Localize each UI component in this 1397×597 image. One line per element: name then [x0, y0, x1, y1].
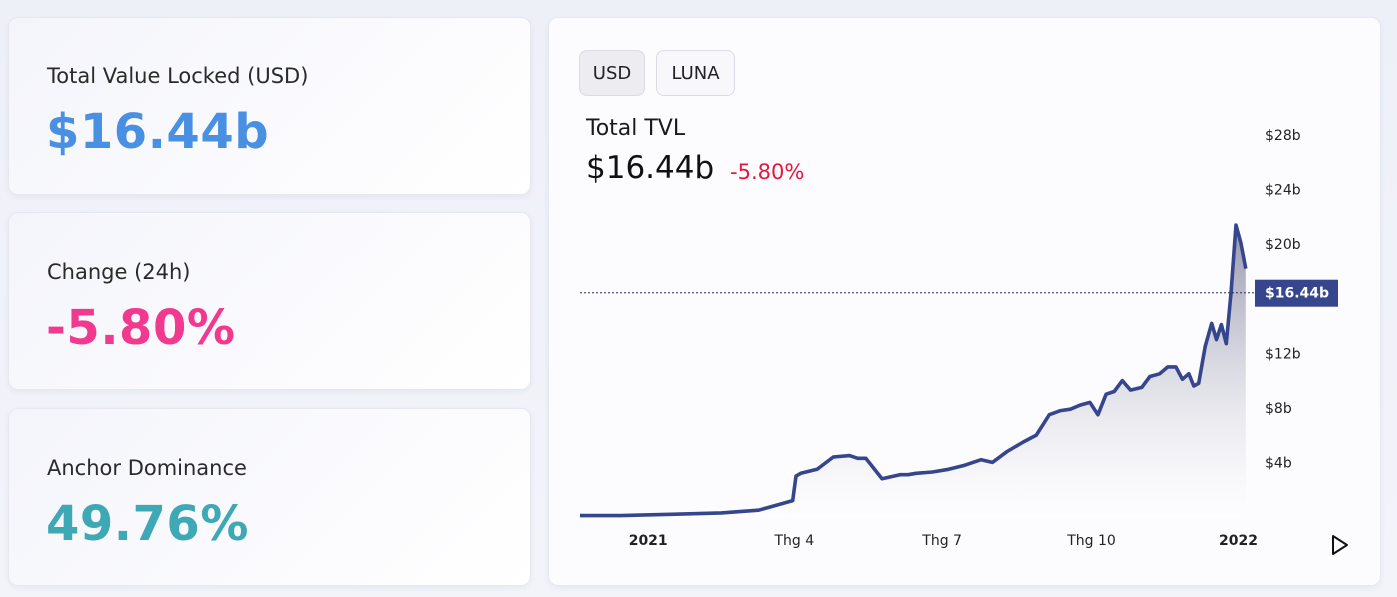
- play-icon[interactable]: [1329, 533, 1351, 557]
- tvl-chart-card: USD LUNA Total TVL $16.44b -5.80% $4b $8b…: [548, 17, 1381, 586]
- chart-change: -5.80%: [730, 160, 805, 184]
- chart-title: Total TVL: [586, 116, 686, 141]
- tvl-area-chart[interactable]: $4b $8b $12b $20b $24b $28b 2021 Thg 4 Thg 7 Thg…: [549, 18, 1382, 587]
- y-tick-label: $24b: [1265, 183, 1301, 199]
- dominance-card: Anchor Dominance 49.76%: [8, 408, 531, 586]
- tvl-series-line: [580, 223, 1248, 518]
- x-tick-label: Thg 10: [1066, 533, 1116, 549]
- x-tick-label: 2022: [1219, 533, 1258, 549]
- change-label: Change (24h): [47, 260, 191, 284]
- tvl-card: Total Value Locked (USD) $16.44b: [8, 17, 531, 195]
- y-tick-label: $28b: [1265, 128, 1301, 144]
- y-tick-label: $4b: [1265, 455, 1292, 471]
- current-price-label: $16.44b: [1265, 286, 1329, 302]
- y-tick-label: $12b: [1265, 346, 1301, 362]
- dominance-label: Anchor Dominance: [47, 456, 247, 480]
- change-card: Change (24h) -5.80%: [8, 212, 531, 390]
- x-tick-label: Thg 7: [921, 533, 962, 549]
- y-tick-label: $8b: [1265, 401, 1292, 417]
- current-price-badge: [1255, 279, 1338, 307]
- chart-current-value: $16.44b: [586, 150, 715, 186]
- usd-toggle-button[interactable]: USD: [579, 50, 645, 96]
- tvl-value: $16.44b: [46, 104, 270, 160]
- dominance-value: 49.76%: [46, 496, 249, 552]
- chart-area-fill: [580, 225, 1246, 517]
- tvl-label: Total Value Locked (USD): [47, 64, 309, 88]
- luna-toggle-button[interactable]: LUNA: [656, 50, 735, 96]
- y-tick-label: $20b: [1265, 237, 1301, 253]
- x-tick-label: Thg 4: [774, 533, 815, 549]
- change-value: -5.80%: [46, 300, 236, 356]
- x-tick-label: 2021: [629, 533, 668, 549]
